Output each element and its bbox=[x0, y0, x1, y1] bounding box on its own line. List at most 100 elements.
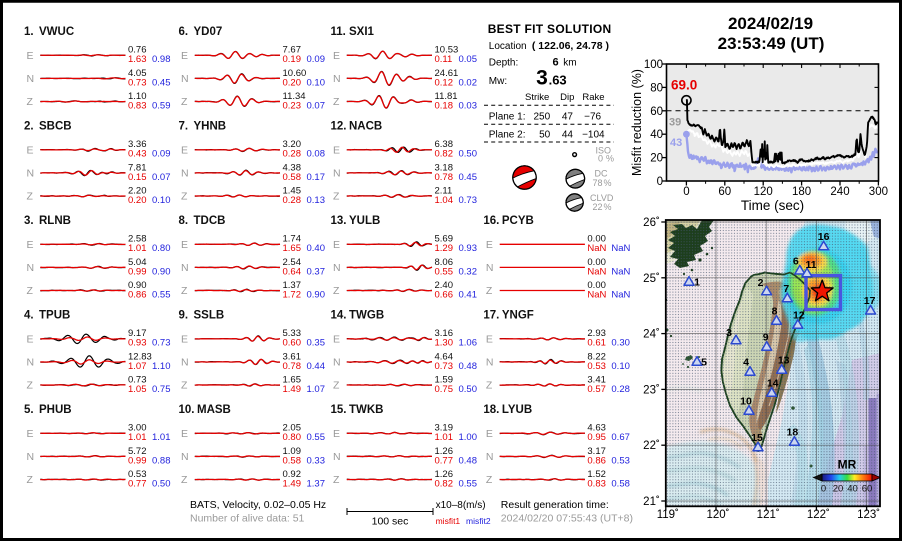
svg-text:SSLB: SSLB bbox=[194, 310, 225, 322]
svg-text:0.78: 0.78 bbox=[435, 172, 454, 183]
svg-text:N: N bbox=[27, 168, 35, 180]
svg-text:3.18: 3.18 bbox=[435, 162, 454, 173]
svg-text:0.23: 0.23 bbox=[283, 100, 302, 111]
svg-text:20: 20 bbox=[833, 484, 844, 495]
svg-text:0.12: 0.12 bbox=[435, 77, 454, 88]
svg-text:4.38: 4.38 bbox=[283, 162, 302, 173]
svg-text:CLVD: CLVD bbox=[590, 193, 614, 203]
svg-text:12: 12 bbox=[793, 310, 805, 322]
svg-text:0.07: 0.07 bbox=[307, 100, 326, 111]
svg-text:N: N bbox=[181, 168, 189, 180]
svg-text:0.45: 0.45 bbox=[152, 77, 171, 88]
svg-text:1.29: 1.29 bbox=[435, 243, 454, 254]
svg-text:1.30: 1.30 bbox=[435, 338, 454, 349]
svg-text:0.28: 0.28 bbox=[611, 384, 630, 395]
svg-text:0.18: 0.18 bbox=[435, 100, 454, 111]
svg-text:120˚: 120˚ bbox=[706, 509, 729, 521]
svg-text:0.77: 0.77 bbox=[435, 455, 454, 466]
svg-text:PHUB: PHUB bbox=[39, 404, 72, 416]
svg-text:−104: −104 bbox=[582, 130, 605, 141]
svg-text:0.73: 0.73 bbox=[459, 195, 478, 206]
svg-text:60: 60 bbox=[862, 484, 873, 495]
svg-text:23:53:49 (UT): 23:53:49 (UT) bbox=[718, 34, 825, 53]
svg-text:0.05: 0.05 bbox=[459, 54, 478, 65]
svg-text:100: 100 bbox=[644, 59, 663, 71]
svg-text:N: N bbox=[486, 262, 494, 274]
svg-text:0.50: 0.50 bbox=[459, 384, 478, 395]
svg-text:BEST FIT SOLUTION: BEST FIT SOLUTION bbox=[488, 22, 612, 36]
svg-text:1.37: 1.37 bbox=[307, 478, 326, 489]
svg-text:5.: 5. bbox=[24, 404, 34, 416]
svg-text:E: E bbox=[27, 239, 34, 251]
svg-text:0.41: 0.41 bbox=[459, 289, 478, 300]
svg-text:E: E bbox=[486, 239, 493, 251]
svg-text:0.88: 0.88 bbox=[152, 455, 171, 466]
svg-text:0.57: 0.57 bbox=[587, 384, 606, 395]
svg-text:Z: Z bbox=[181, 191, 188, 203]
svg-text:11.: 11. bbox=[331, 26, 346, 38]
svg-text:0.37: 0.37 bbox=[307, 266, 326, 277]
svg-text:E: E bbox=[181, 50, 188, 62]
svg-text:0: 0 bbox=[598, 154, 603, 164]
svg-text:0.11: 0.11 bbox=[435, 54, 453, 65]
svg-text:0.92: 0.92 bbox=[283, 469, 302, 480]
svg-text:0.80: 0.80 bbox=[283, 432, 302, 443]
svg-text:.63: .63 bbox=[549, 72, 567, 87]
svg-text:0.86: 0.86 bbox=[587, 455, 606, 466]
svg-text:10: 10 bbox=[740, 396, 752, 408]
svg-text:E: E bbox=[27, 333, 34, 345]
svg-text:N: N bbox=[333, 451, 341, 463]
svg-text:9.17: 9.17 bbox=[128, 328, 147, 339]
svg-text:0.09: 0.09 bbox=[307, 54, 326, 65]
svg-text:( 122.06, 24.78 ): ( 122.06, 24.78 ) bbox=[532, 40, 609, 52]
svg-text:NaN: NaN bbox=[587, 243, 606, 254]
svg-text:E: E bbox=[27, 144, 34, 156]
svg-text:23˚: 23˚ bbox=[643, 384, 660, 396]
svg-text:%: % bbox=[604, 202, 612, 212]
svg-text:0.28: 0.28 bbox=[283, 195, 302, 206]
svg-text:9: 9 bbox=[763, 332, 769, 344]
svg-text:3.00: 3.00 bbox=[128, 423, 147, 434]
svg-text:0.73: 0.73 bbox=[128, 374, 147, 385]
svg-text:4: 4 bbox=[743, 357, 749, 369]
svg-text:1.63: 1.63 bbox=[128, 54, 147, 65]
svg-text:0.76: 0.76 bbox=[128, 45, 147, 56]
svg-text:0.53: 0.53 bbox=[587, 361, 606, 372]
svg-text:0.48: 0.48 bbox=[459, 361, 478, 372]
svg-text:Z: Z bbox=[27, 474, 34, 486]
svg-text:km: km bbox=[563, 58, 576, 69]
svg-text:Strike: Strike bbox=[525, 92, 549, 103]
svg-text:N: N bbox=[333, 262, 341, 274]
svg-text:24˚: 24˚ bbox=[643, 329, 660, 341]
svg-text:7.: 7. bbox=[179, 121, 189, 133]
svg-text:121˚: 121˚ bbox=[757, 509, 780, 521]
svg-text:0.80: 0.80 bbox=[152, 243, 171, 254]
svg-text:4.64: 4.64 bbox=[435, 351, 454, 362]
svg-text:0.32: 0.32 bbox=[459, 266, 478, 277]
svg-text:1.26: 1.26 bbox=[435, 446, 454, 457]
svg-text:240: 240 bbox=[830, 186, 849, 198]
svg-text:0.78: 0.78 bbox=[283, 361, 302, 372]
svg-text:3.: 3. bbox=[24, 215, 34, 227]
svg-text:Time (sec): Time (sec) bbox=[741, 198, 804, 213]
svg-text:0.73: 0.73 bbox=[435, 361, 454, 372]
svg-text:5.72: 5.72 bbox=[128, 446, 147, 457]
svg-text:6.38: 6.38 bbox=[435, 139, 454, 150]
svg-text:1.37: 1.37 bbox=[283, 280, 302, 291]
svg-text:Mw:: Mw: bbox=[489, 76, 507, 87]
svg-text:40: 40 bbox=[650, 129, 663, 141]
svg-text:E: E bbox=[486, 428, 493, 440]
svg-text:N: N bbox=[486, 451, 494, 463]
svg-text:0.67: 0.67 bbox=[611, 432, 630, 443]
svg-text:Z: Z bbox=[486, 474, 493, 486]
svg-text:1.: 1. bbox=[24, 26, 34, 38]
svg-text:YULB: YULB bbox=[349, 215, 380, 227]
svg-text:22˚: 22˚ bbox=[643, 440, 660, 452]
svg-text:0.48: 0.48 bbox=[459, 455, 478, 466]
svg-text:20: 20 bbox=[650, 153, 663, 165]
svg-text:9.: 9. bbox=[179, 310, 189, 322]
svg-text:0.13: 0.13 bbox=[307, 195, 326, 206]
svg-text:Z: Z bbox=[486, 285, 493, 297]
svg-text:TDCB: TDCB bbox=[194, 215, 226, 227]
svg-text:8.06: 8.06 bbox=[435, 257, 454, 268]
